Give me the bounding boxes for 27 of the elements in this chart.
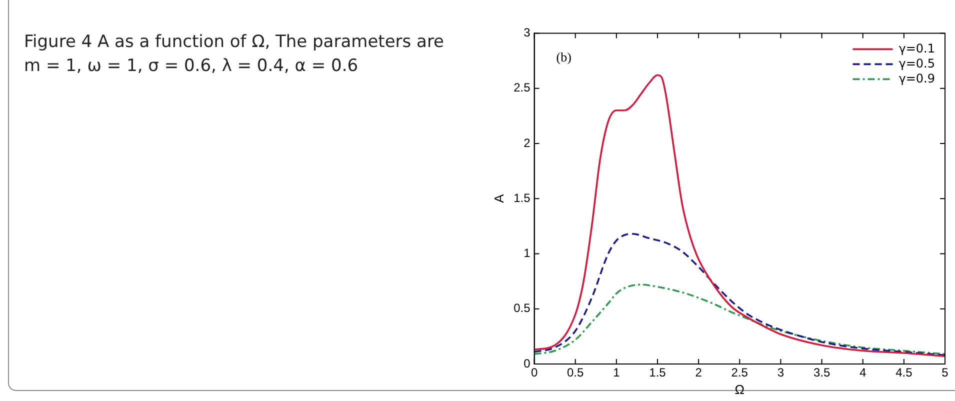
legend-label: γ=0.1 (898, 41, 936, 56)
x-tick-label: 3.5 (813, 366, 830, 380)
text: Figure 4 A as a function of Ω, The parameters are m = 1, ω = 1, σ = 0.6, λ = 0.4, α = 0.6 (24, 31, 446, 78)
y-tick-label: 3 (524, 26, 531, 40)
legend-label: γ=0.9 (898, 71, 936, 86)
y-tick-label: 1 (524, 246, 531, 260)
y-tick-label: 0 (524, 356, 531, 370)
x-tick-label: 4 (860, 366, 867, 380)
x-tick-label: 0.5 (567, 366, 584, 380)
legend-label: γ=0.5 (898, 56, 936, 70)
x-tick-label: 2.5 (731, 366, 748, 380)
x-tick-label: 3 (777, 366, 784, 380)
annotation: (b) (556, 50, 572, 65)
line-series (534, 232, 945, 356)
line-series (534, 74, 945, 358)
x-tick-label: 2 (695, 366, 702, 380)
x-tick-label: 4.5 (896, 366, 913, 380)
y-tick-label: 2 (524, 136, 531, 150)
x-tick-label: 1 (613, 366, 620, 380)
y-tick-label: 0.5 (514, 301, 531, 316)
y-axis-title: A (491, 194, 506, 203)
x-tick-label: 1.5 (649, 366, 666, 380)
y-tick-label: 1.5 (514, 190, 531, 205)
x-tick-label: 5 (942, 366, 949, 380)
y-tick-label: 2.5 (514, 80, 531, 95)
x-axis-title: Ω (734, 382, 745, 397)
line-series (534, 284, 945, 355)
